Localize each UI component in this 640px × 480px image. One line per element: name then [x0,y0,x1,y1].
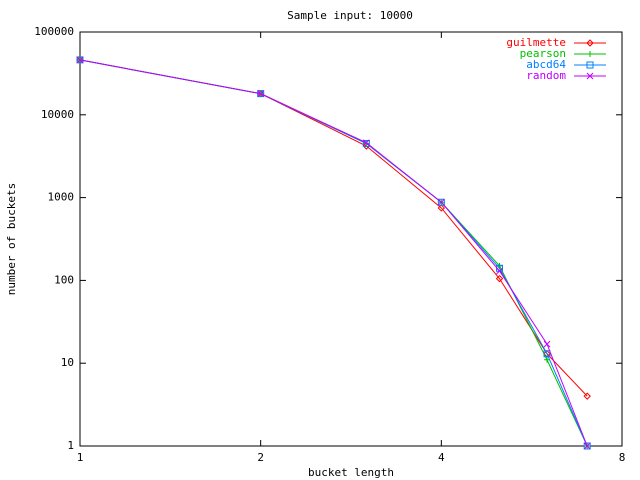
point-marker [586,61,594,69]
x-axis-label: bucket length [308,466,394,479]
point-marker [544,356,551,363]
point-marker [583,442,591,450]
point-marker [583,392,591,400]
point-marker [495,274,504,283]
point-marker [437,204,446,212]
point-marker [362,139,370,147]
y-tick-label: 100 [54,273,74,286]
point-marker [257,90,265,98]
legend-label: guilmette [506,36,566,49]
point-marker [543,350,551,358]
point-marker [362,140,370,148]
legend-label: abcd64 [526,58,566,71]
point-marker [257,90,265,98]
legend-label: pearson [520,47,566,60]
point-marker [543,340,551,348]
plot-border [79,31,623,447]
y-tick-label: 10 [61,356,74,369]
point-marker [587,51,593,57]
point-marker [496,267,503,275]
x-tick-label: 1 [77,451,84,464]
point-marker [495,264,503,272]
point-marker [586,72,594,80]
series-line [79,59,588,447]
chart-title: Sample input: 10000 [287,9,413,22]
x-tick-label: 4 [438,451,445,464]
y-tick-label: 1000 [48,191,75,204]
x-tick-label: 2 [257,451,264,464]
point-marker [76,56,84,64]
point-marker [76,56,84,64]
y-tick-label: 10000 [41,108,74,121]
x-tick-label: 8 [619,451,626,464]
y-axis-label: number of buckets [5,183,18,296]
legend-label: random [526,69,566,82]
point-marker [437,198,445,206]
series-line [79,59,588,397]
point-marker [586,39,594,47]
y-tick-label: 1 [67,439,74,452]
series-line [79,59,588,447]
series-line [79,59,588,447]
y-tick-label: 100000 [34,25,74,38]
